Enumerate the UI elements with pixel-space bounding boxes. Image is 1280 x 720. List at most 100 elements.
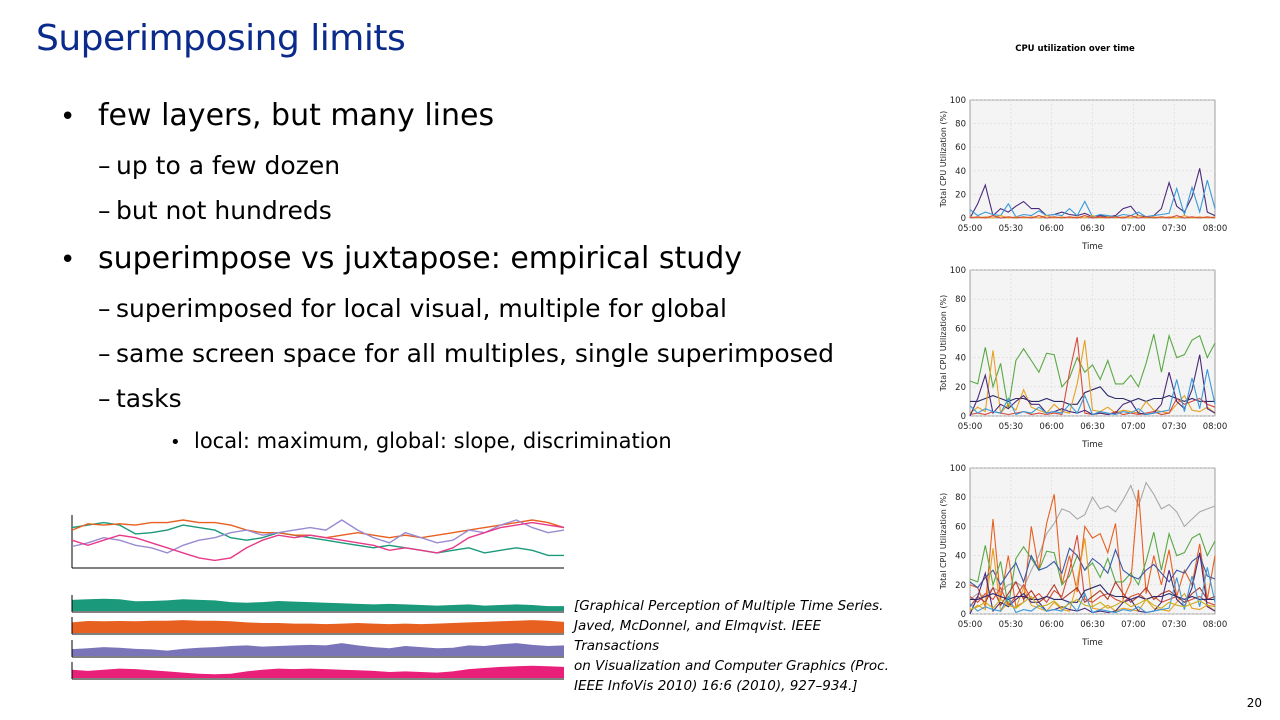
- y-tick-label: 60: [955, 324, 966, 334]
- series-line: [969, 489, 1216, 608]
- bullet-dot: •: [170, 432, 181, 453]
- cpu-chart-title: CPU utilization over time: [1015, 44, 1135, 54]
- bullet-dot: •: [60, 245, 76, 275]
- sub-bullet-text: but not hundreds: [116, 196, 332, 225]
- series-area: [72, 643, 564, 656]
- sub-bullet-item: – same screen space for all multiples, si…: [98, 339, 920, 368]
- dash-marker: –: [98, 151, 111, 180]
- dash-marker: –: [98, 294, 111, 323]
- series-line: [969, 552, 1216, 615]
- y-tick-label: 80: [955, 295, 966, 305]
- x-tick-label: 07:00: [1121, 224, 1146, 234]
- y-tick-label: 80: [955, 493, 966, 503]
- x-tick-label: 06:30: [1080, 224, 1105, 234]
- y-tick-label: 40: [955, 167, 966, 177]
- y-tick-label: 20: [955, 581, 966, 591]
- y-tick-label: 100: [950, 96, 966, 106]
- x-tick-label: 05:00: [958, 620, 983, 630]
- x-tick-label: 06:30: [1080, 620, 1105, 630]
- y-axis-label: Total CPU Utilization (%): [939, 295, 948, 393]
- series-line: [71, 521, 565, 562]
- series-line: [969, 168, 1216, 219]
- y-tick-label: 0: [961, 214, 966, 224]
- y-tick-label: 100: [950, 464, 966, 474]
- x-axis-label: Time: [1081, 440, 1103, 450]
- y-tick-label: 80: [955, 120, 966, 130]
- series-line: [969, 337, 1216, 416]
- series-line: [969, 215, 1216, 219]
- sub-bullet-text: superimposed for local visual, multiple …: [116, 294, 727, 323]
- y-tick-label: 100: [950, 266, 966, 276]
- y-tick-label: 60: [955, 522, 966, 532]
- y-tick-label: 20: [955, 383, 966, 393]
- sub-sub-bullet-item: • local: maximum, global: slope, discrimi…: [170, 429, 920, 453]
- x-tick-label: 07:30: [1162, 224, 1187, 234]
- plot-area: [969, 467, 1216, 615]
- x-tick-label: 07:00: [1121, 620, 1146, 630]
- dash-marker: –: [98, 384, 111, 413]
- y-tick-label: 20: [955, 190, 966, 200]
- x-tick-label: 07:30: [1162, 620, 1187, 630]
- x-tick-label: 07:00: [1121, 422, 1146, 432]
- plot-area: [969, 269, 1216, 417]
- sub-bullet-item: – tasks: [98, 384, 920, 413]
- sub-bullet-text: up to a few dozen: [116, 151, 341, 180]
- bullet-list: • few layers, but many lines – up to a few…: [60, 98, 920, 467]
- series-line: [969, 481, 1216, 600]
- series-line: [71, 519, 565, 539]
- y-tick-label: 60: [955, 143, 966, 153]
- series-line: [71, 521, 564, 557]
- series-line: [969, 369, 1216, 416]
- plot-area: [969, 99, 1216, 219]
- series-line: [969, 531, 1216, 607]
- y-tick-label: 0: [961, 610, 966, 620]
- dash-marker: –: [98, 196, 111, 225]
- sub-sub-bullet-text: local: maximum, global: slope, discrimin…: [194, 429, 672, 453]
- y-axis-label: Total CPU Utilization (%): [939, 493, 948, 591]
- bullet-item: • superimpose vs juxtapose: empirical stu…: [60, 241, 920, 276]
- citation: [Graphical Perception of Multiple Time S…: [574, 596, 894, 696]
- citation-line: on Visualization and Computer Graphics (…: [574, 658, 889, 674]
- sub-bullet-item: – up to a few dozen: [98, 151, 920, 180]
- x-tick-label: 05:30: [999, 224, 1024, 234]
- series-line: [71, 519, 565, 554]
- citation-line: Javed, McDonnel, and Elmqvist. IEEE Tran…: [574, 618, 822, 654]
- y-axis-label: Total CPU Utilization (%): [939, 111, 948, 209]
- series-line: [969, 340, 1216, 415]
- series-line: [969, 215, 1216, 219]
- x-tick-label: 07:30: [1162, 422, 1187, 432]
- bullet-dot: •: [60, 102, 76, 132]
- y-tick-label: 40: [955, 552, 966, 562]
- citation-line: [Graphical Perception of Multiple Time S…: [574, 598, 884, 614]
- x-tick-label: 06:00: [1039, 422, 1064, 432]
- x-tick-label: 05:00: [958, 422, 983, 432]
- dash-marker: –: [98, 339, 111, 368]
- bullet-text: few layers, but many lines: [98, 98, 495, 133]
- x-tick-label: 05:30: [999, 422, 1024, 432]
- y-tick-label: 0: [961, 412, 966, 422]
- series-line: [969, 354, 1216, 417]
- citation-line: IEEE InfoVis 2010) 16:6 (2010), 927–934.…: [574, 678, 858, 694]
- series-line: [969, 535, 1216, 607]
- series-line: [969, 333, 1216, 409]
- x-tick-label: 08:00: [1203, 620, 1228, 630]
- x-tick-label: 05:30: [999, 620, 1024, 630]
- series-line: [969, 538, 1216, 613]
- series-line: [970, 386, 1215, 405]
- series-area: [72, 598, 564, 611]
- series-line: [969, 567, 1216, 614]
- x-tick-label: 06:30: [1080, 422, 1105, 432]
- x-axis-label: Time: [1081, 638, 1103, 648]
- series-line: [969, 595, 1216, 611]
- x-tick-label: 05:00: [958, 224, 983, 234]
- series-line: [969, 180, 1216, 218]
- series-area: [72, 620, 564, 633]
- sub-bullet-item: – but not hundreds: [98, 196, 920, 225]
- x-tick-label: 08:00: [1203, 422, 1228, 432]
- y-tick-label: 40: [955, 354, 966, 364]
- bullet-item: • few layers, but many lines: [60, 98, 920, 133]
- x-tick-label: 06:00: [1039, 224, 1064, 234]
- sub-bullet-text: same screen space for all multiples, sin…: [116, 339, 834, 368]
- page-number: 20: [1246, 696, 1262, 710]
- x-tick-label: 08:00: [1203, 224, 1228, 234]
